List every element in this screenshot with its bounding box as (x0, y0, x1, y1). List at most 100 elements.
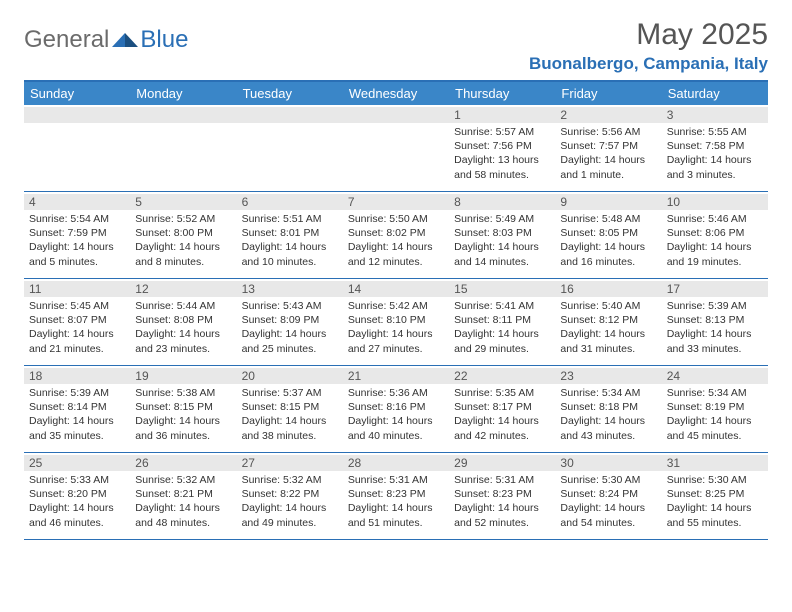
day-number: 29 (449, 455, 555, 471)
sun-info: Sunrise: 5:50 AMSunset: 8:02 PMDaylight:… (348, 212, 444, 269)
sun-info: Sunrise: 5:31 AMSunset: 8:23 PMDaylight:… (454, 473, 550, 530)
day-cell: 22 Sunrise: 5:35 AMSunset: 8:17 PMDayligh… (449, 366, 555, 452)
day-cell: 18 Sunrise: 5:39 AMSunset: 8:14 PMDayligh… (24, 366, 130, 452)
title-block: May 2025 Buonalbergo, Campania, Italy (529, 18, 768, 74)
day-number: 19 (130, 368, 236, 384)
day-cell: 29 Sunrise: 5:31 AMSunset: 8:23 PMDayligh… (449, 453, 555, 539)
day-cell (130, 105, 236, 191)
day-cell: 17 Sunrise: 5:39 AMSunset: 8:13 PMDayligh… (662, 279, 768, 365)
day-number: 23 (555, 368, 661, 384)
day-cell: 21 Sunrise: 5:36 AMSunset: 8:16 PMDayligh… (343, 366, 449, 452)
day-number: 10 (662, 194, 768, 210)
day-number (237, 107, 343, 123)
sun-info: Sunrise: 5:39 AMSunset: 8:13 PMDaylight:… (667, 299, 763, 356)
sun-info: Sunrise: 5:37 AMSunset: 8:15 PMDaylight:… (242, 386, 338, 443)
sun-info: Sunrise: 5:57 AMSunset: 7:56 PMDaylight:… (454, 125, 550, 182)
day-number: 9 (555, 194, 661, 210)
day-cell: 1 Sunrise: 5:57 AMSunset: 7:56 PMDaylight… (449, 105, 555, 191)
day-cell: 19Sunrise: 5:38 AMSunset: 8:15 PMDayligh… (130, 366, 236, 452)
logo-text-1: General (24, 26, 109, 54)
sun-info: Sunrise: 5:46 AMSunset: 8:06 PMDaylight:… (667, 212, 763, 269)
sun-info: Sunrise: 5:39 AMSunset: 8:14 PMDaylight:… (29, 386, 125, 443)
day-number: 26 (130, 455, 236, 471)
day-cell: 20 Sunrise: 5:37 AMSunset: 8:15 PMDayligh… (237, 366, 343, 452)
week-row: 1 Sunrise: 5:57 AMSunset: 7:56 PMDaylight… (24, 105, 768, 192)
day-number: 11 (24, 281, 130, 297)
sun-info: Sunrise: 5:44 AMSunset: 8:08 PMDaylight:… (135, 299, 231, 356)
sun-info: Sunrise: 5:31 AMSunset: 8:23 PMDaylight:… (348, 473, 444, 530)
day-cell: 10 Sunrise: 5:46 AMSunset: 8:06 PMDayligh… (662, 192, 768, 278)
day-number: 17 (662, 281, 768, 297)
sun-info: Sunrise: 5:42 AMSunset: 8:10 PMDaylight:… (348, 299, 444, 356)
day-cell: 31Sunrise: 5:30 AMSunset: 8:25 PMDayligh… (662, 453, 768, 539)
sun-info: Sunrise: 5:41 AMSunset: 8:11 PMDaylight:… (454, 299, 550, 356)
day-number (343, 107, 449, 123)
day-number (24, 107, 130, 123)
day-cell: 13 Sunrise: 5:43 AMSunset: 8:09 PMDayligh… (237, 279, 343, 365)
day-cell: 16Sunrise: 5:40 AMSunset: 8:12 PMDayligh… (555, 279, 661, 365)
day-number: 21 (343, 368, 449, 384)
sun-info: Sunrise: 5:56 AMSunset: 7:57 PMDaylight:… (560, 125, 656, 182)
day-number: 5 (130, 194, 236, 210)
day-number: 20 (237, 368, 343, 384)
day-number: 25 (24, 455, 130, 471)
weekday-label: Saturday (662, 82, 768, 105)
day-number: 4 (24, 194, 130, 210)
day-cell: 15 Sunrise: 5:41 AMSunset: 8:11 PMDayligh… (449, 279, 555, 365)
week-row: 11 Sunrise: 5:45 AMSunset: 8:07 PMDayligh… (24, 279, 768, 366)
weekday-label: Tuesday (237, 82, 343, 105)
day-cell: 5Sunrise: 5:52 AMSunset: 8:00 PMDaylight… (130, 192, 236, 278)
day-cell: 8 Sunrise: 5:49 AMSunset: 8:03 PMDaylight… (449, 192, 555, 278)
logo-triangle-icon (112, 31, 138, 49)
day-cell (343, 105, 449, 191)
sun-info: Sunrise: 5:32 AMSunset: 8:21 PMDaylight:… (135, 473, 231, 530)
sun-info: Sunrise: 5:34 AMSunset: 8:18 PMDaylight:… (560, 386, 656, 443)
day-number: 16 (555, 281, 661, 297)
day-cell: 26 Sunrise: 5:32 AMSunset: 8:21 PMDayligh… (130, 453, 236, 539)
day-number: 13 (237, 281, 343, 297)
day-cell (237, 105, 343, 191)
day-number: 2 (555, 107, 661, 123)
weekday-label: Monday (130, 82, 236, 105)
sun-info: Sunrise: 5:54 AMSunset: 7:59 PMDaylight:… (29, 212, 125, 269)
day-number: 30 (555, 455, 661, 471)
sun-info: Sunrise: 5:36 AMSunset: 8:16 PMDaylight:… (348, 386, 444, 443)
day-cell: 4 Sunrise: 5:54 AMSunset: 7:59 PMDaylight… (24, 192, 130, 278)
sun-info: Sunrise: 5:45 AMSunset: 8:07 PMDaylight:… (29, 299, 125, 356)
week-row: 18 Sunrise: 5:39 AMSunset: 8:14 PMDayligh… (24, 366, 768, 453)
sun-info: Sunrise: 5:35 AMSunset: 8:17 PMDaylight:… (454, 386, 550, 443)
day-number: 27 (237, 455, 343, 471)
logo: General Blue (24, 26, 188, 54)
sun-info: Sunrise: 5:32 AMSunset: 8:22 PMDaylight:… (242, 473, 338, 530)
day-cell: 27 Sunrise: 5:32 AMSunset: 8:22 PMDayligh… (237, 453, 343, 539)
sun-info: Sunrise: 5:49 AMSunset: 8:03 PMDaylight:… (454, 212, 550, 269)
day-cell: 23 Sunrise: 5:34 AMSunset: 8:18 PMDayligh… (555, 366, 661, 452)
day-number: 22 (449, 368, 555, 384)
sun-info: Sunrise: 5:43 AMSunset: 8:09 PMDaylight:… (242, 299, 338, 356)
header: General Blue May 2025 Buonalbergo, Campa… (24, 18, 768, 74)
weekday-label: Thursday (449, 82, 555, 105)
day-cell: 30Sunrise: 5:30 AMSunset: 8:24 PMDayligh… (555, 453, 661, 539)
day-number: 28 (343, 455, 449, 471)
weekday-label: Wednesday (343, 82, 449, 105)
sun-info: Sunrise: 5:51 AMSunset: 8:01 PMDaylight:… (242, 212, 338, 269)
logo-text-2: Blue (140, 26, 188, 54)
day-cell: 24Sunrise: 5:34 AMSunset: 8:19 PMDayligh… (662, 366, 768, 452)
week-row: 4 Sunrise: 5:54 AMSunset: 7:59 PMDaylight… (24, 192, 768, 279)
day-cell: 7 Sunrise: 5:50 AMSunset: 8:02 PMDaylight… (343, 192, 449, 278)
calendar: SundayMondayTuesdayWednesdayThursdayFrid… (24, 80, 768, 540)
day-number: 3 (662, 107, 768, 123)
day-number: 1 (449, 107, 555, 123)
weekday-header: SundayMondayTuesdayWednesdayThursdayFrid… (24, 82, 768, 105)
day-cell: 14Sunrise: 5:42 AMSunset: 8:10 PMDayligh… (343, 279, 449, 365)
day-number: 18 (24, 368, 130, 384)
day-number (130, 107, 236, 123)
day-number: 15 (449, 281, 555, 297)
day-number: 8 (449, 194, 555, 210)
day-number: 24 (662, 368, 768, 384)
day-cell: 25Sunrise: 5:33 AMSunset: 8:20 PMDayligh… (24, 453, 130, 539)
day-number: 7 (343, 194, 449, 210)
day-cell: 6Sunrise: 5:51 AMSunset: 8:01 PMDaylight… (237, 192, 343, 278)
day-number: 12 (130, 281, 236, 297)
week-row: 25Sunrise: 5:33 AMSunset: 8:20 PMDayligh… (24, 453, 768, 540)
